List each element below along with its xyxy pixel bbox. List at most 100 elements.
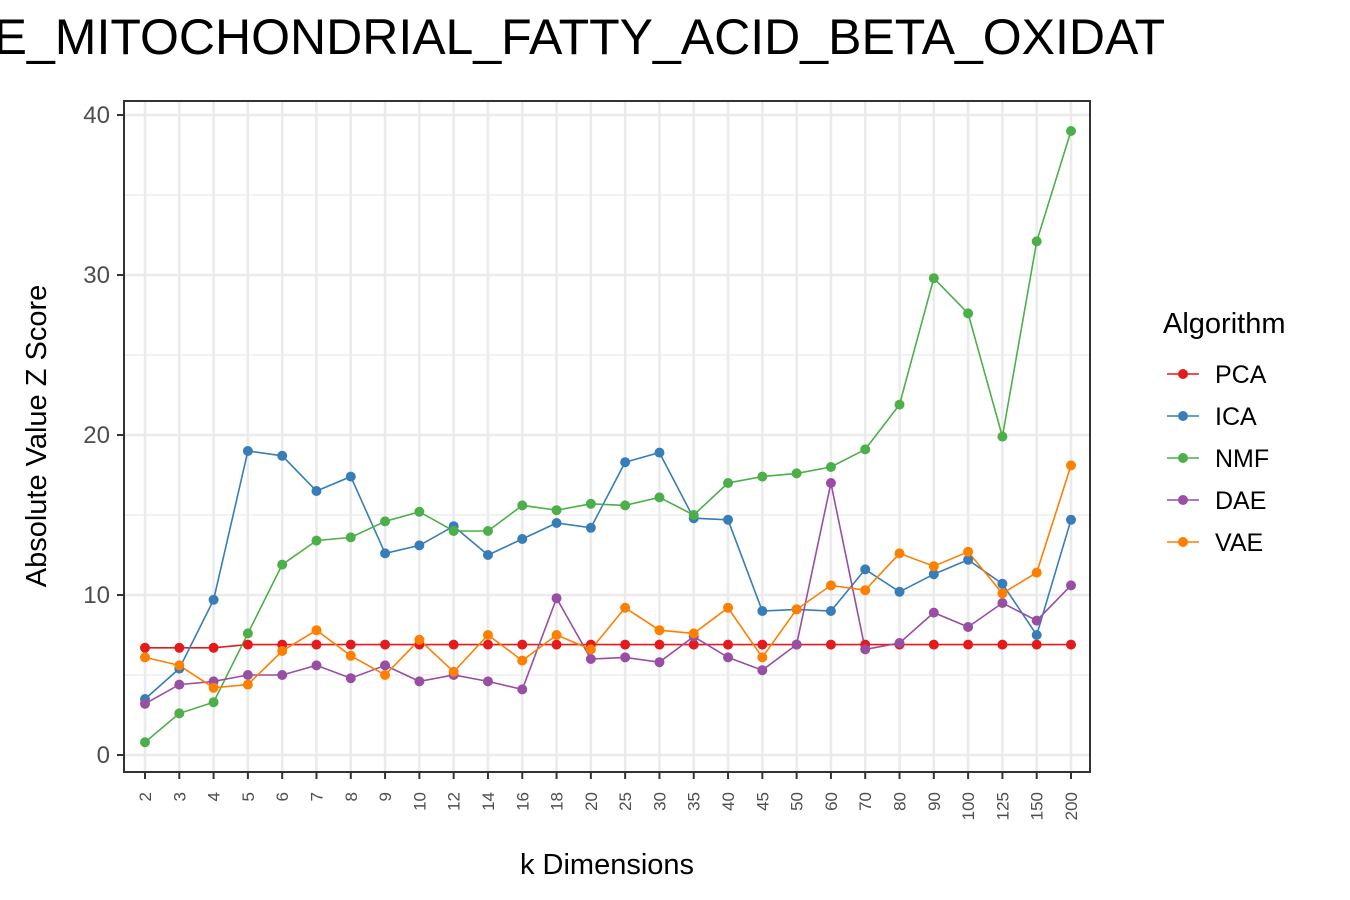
point-dae-125 <box>997 598 1008 608</box>
point-pca-45 <box>757 639 768 650</box>
x-tick-label: 12 <box>445 792 464 811</box>
x-tick-label: 20 <box>582 792 601 811</box>
legend-label-vae: VAE <box>1215 529 1263 557</box>
point-nmf-20 <box>585 498 596 509</box>
point-ica-60 <box>825 606 836 616</box>
point-dae-3 <box>174 679 185 690</box>
point-vae-9 <box>380 670 391 680</box>
point-vae-40 <box>723 602 734 613</box>
point-ica-4 <box>208 594 219 605</box>
point-dae-8 <box>345 673 356 684</box>
series-line-pca <box>145 643 1071 649</box>
point-vae-50 <box>791 604 802 615</box>
x-tick-label: 5 <box>239 792 258 801</box>
point-pca-25 <box>620 639 631 650</box>
point-vae-70 <box>860 585 871 596</box>
y-tick-label: 20 <box>83 422 110 449</box>
x-tick-label: 16 <box>513 792 532 811</box>
series-line-nmf <box>144 130 1072 743</box>
point-vae-60 <box>825 580 836 591</box>
point-nmf-2 <box>140 737 150 748</box>
point-ica-40 <box>723 514 734 525</box>
point-ica-8 <box>345 471 356 482</box>
legend-label-ica: ICA <box>1215 403 1257 431</box>
point-ica-14 <box>482 550 493 560</box>
point-pca-60 <box>825 639 836 650</box>
point-dae-10 <box>414 676 425 687</box>
legend-title: Algorithm <box>1163 308 1286 340</box>
x-tick-label: 9 <box>376 792 395 801</box>
point-ica-125 <box>997 578 1008 589</box>
point-nmf-4 <box>208 697 219 708</box>
legend-label-dae: DAE <box>1215 487 1266 515</box>
point-dae-45 <box>757 665 768 676</box>
point-vae-10 <box>414 634 425 645</box>
point-nmf-60 <box>825 462 836 472</box>
point-vae-200 <box>1066 460 1076 471</box>
point-nmf-14 <box>482 526 493 536</box>
x-tick-label: 3 <box>170 792 189 801</box>
point-dae-5 <box>242 670 253 680</box>
point-ica-80 <box>894 586 905 597</box>
point-pca-90 <box>928 639 939 650</box>
point-ica-10 <box>414 540 425 551</box>
x-tick-label: 6 <box>273 792 292 801</box>
point-pca-7 <box>311 639 322 650</box>
y-tick-label: 0 <box>97 742 110 769</box>
point-vae-3 <box>174 660 185 671</box>
point-vae-14 <box>482 630 493 640</box>
point-dae-70 <box>860 644 871 655</box>
x-tick-label: 4 <box>205 792 224 801</box>
point-vae-45 <box>757 652 768 663</box>
point-pca-9 <box>380 639 391 650</box>
point-nmf-45 <box>757 471 768 482</box>
point-nmf-25 <box>620 500 631 511</box>
x-tick-label: 14 <box>479 792 498 811</box>
legend-key-point-ica <box>1178 411 1188 421</box>
point-pca-40 <box>723 639 734 650</box>
point-dae-6 <box>277 670 288 680</box>
x-tick-label: 10 <box>410 792 429 811</box>
point-pca-12 <box>448 639 459 650</box>
point-vae-12 <box>448 666 459 677</box>
point-nmf-12 <box>448 526 459 536</box>
point-dae-30 <box>654 657 665 668</box>
y-axis-ticks: 0 10 20 30 40 <box>83 102 124 769</box>
point-nmf-8 <box>345 532 356 543</box>
point-pca-30 <box>654 639 665 650</box>
point-ica-70 <box>860 564 871 575</box>
point-vae-80 <box>894 548 905 559</box>
point-dae-60 <box>825 478 836 488</box>
point-ica-100 <box>963 554 974 565</box>
series-line-vae <box>144 465 1072 689</box>
point-nmf-6 <box>277 559 288 570</box>
y-tick-label: 40 <box>83 102 110 129</box>
point-ica-9 <box>380 548 391 559</box>
x-tick-label: 40 <box>719 792 738 811</box>
point-pca-18 <box>551 639 562 650</box>
x-tick-label: 100 <box>959 792 978 820</box>
x-tick-label: 60 <box>822 792 841 811</box>
point-pca-150 <box>1031 639 1042 650</box>
point-vae-100 <box>963 546 974 557</box>
point-vae-16 <box>517 655 528 666</box>
point-ica-150 <box>1031 630 1042 640</box>
point-dae-80 <box>894 638 905 648</box>
point-pca-4 <box>208 642 219 653</box>
point-vae-8 <box>345 650 356 661</box>
point-nmf-150 <box>1031 236 1042 247</box>
point-vae-150 <box>1031 567 1042 578</box>
point-pca-5 <box>242 639 253 650</box>
point-nmf-125 <box>997 431 1008 442</box>
point-nmf-40 <box>723 478 734 488</box>
point-dae-50 <box>791 639 802 650</box>
legend-label-pca: PCA <box>1215 361 1267 389</box>
point-nmf-10 <box>414 506 425 517</box>
x-tick-label: 2 <box>136 792 155 801</box>
series-points <box>140 126 1076 748</box>
point-vae-5 <box>242 679 253 690</box>
x-tick-label: 45 <box>753 792 772 811</box>
point-ica-16 <box>517 534 528 544</box>
point-pca-2 <box>140 642 150 653</box>
point-ica-30 <box>654 447 665 458</box>
